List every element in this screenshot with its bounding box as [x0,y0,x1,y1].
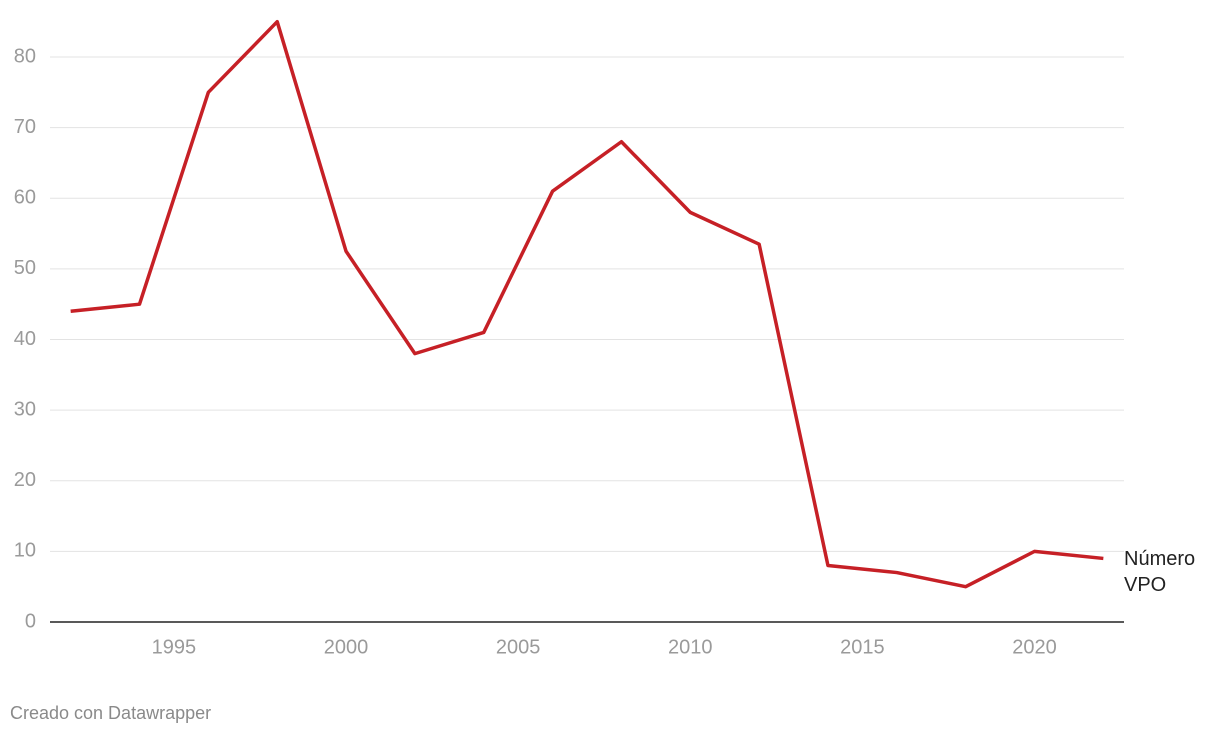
y-tick-label: 70 [14,116,36,138]
footer: Creado con Datawrapper [10,703,212,723]
x-tick-label: 2000 [324,636,369,658]
y-tick-label: 0 [25,610,36,632]
y-tick-label: 10 [14,540,36,562]
line [70,19,1104,589]
y-tick-label: 40 [14,328,36,350]
x-tick-label: 1995 [152,636,197,658]
x-tick-label: 2010 [668,636,713,658]
y-tick-label: 60 [14,187,36,209]
y-tick-label: 20 [14,469,36,491]
series-label: Número VPO [1124,548,1196,596]
x-tick-label: 2015 [840,636,885,658]
y-tick-label: 50 [14,257,36,279]
y-tick-label: 30 [14,398,36,420]
x-tick-label: 2020 [1012,636,1057,658]
y-tick-label: 80 [14,45,36,67]
x-tick-label: 2005 [496,636,541,658]
